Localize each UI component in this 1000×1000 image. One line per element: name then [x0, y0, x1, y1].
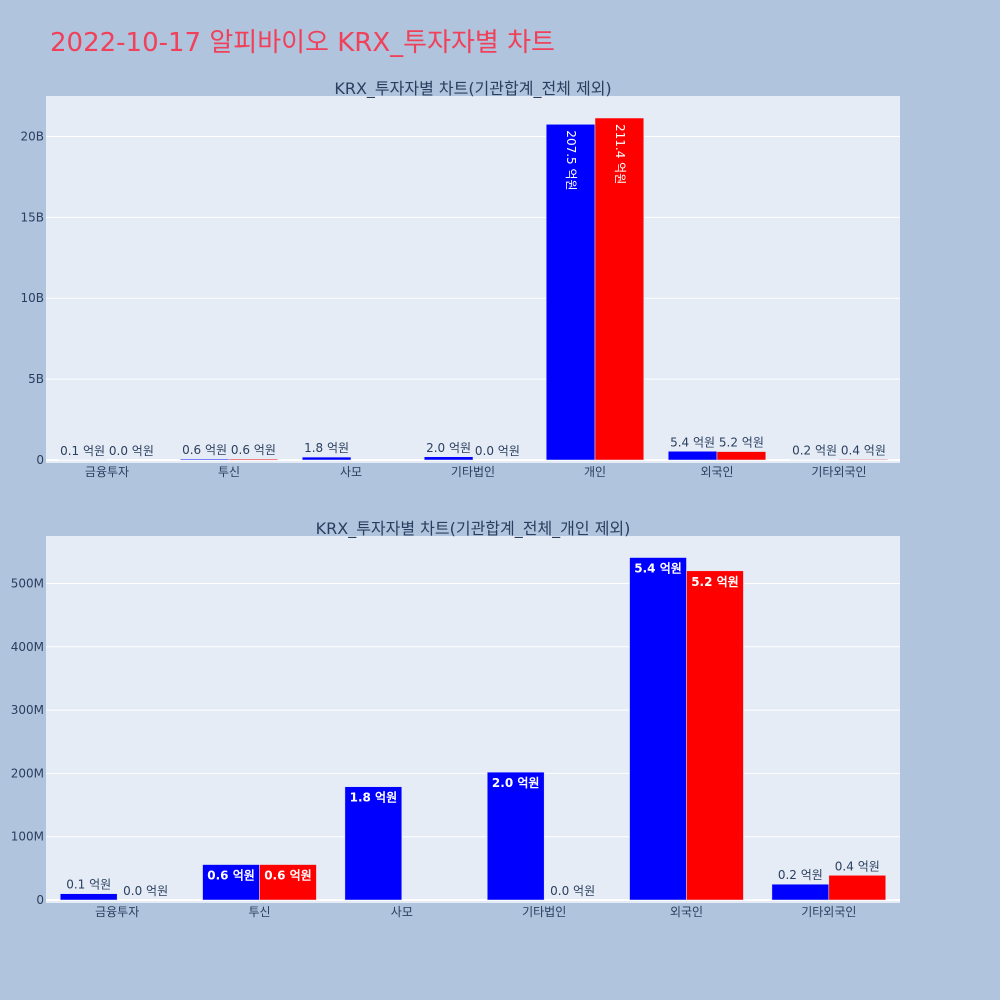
y-tick-label: 5B	[28, 372, 44, 386]
x-tick-label: 투신	[218, 465, 240, 479]
bar	[301, 456, 352, 461]
bar-label: 0.4 억원	[835, 859, 880, 873]
bar	[545, 124, 596, 461]
x-tick-label: 금융투자	[85, 465, 129, 479]
bar-label: 5.4 억원	[634, 562, 682, 576]
bar-label: 0.0 억원	[123, 884, 168, 898]
y-tick-label: 15B	[20, 210, 44, 224]
bar	[423, 456, 474, 461]
chart-bottom: 0 100M 200M 300M 400M 500M KRX_투자자별 차트(기관합계_전체…	[11, 519, 900, 919]
bar	[228, 458, 279, 461]
bar	[486, 771, 545, 901]
x-tick-label: 개인	[584, 465, 606, 479]
y-tick-label: 500M	[11, 576, 44, 590]
bar-label: 5.4 억원	[670, 435, 715, 449]
y-tick-label: 0	[36, 893, 44, 907]
bar-label: 0.6 억원	[264, 869, 312, 883]
y-tick-label: 200M	[11, 766, 44, 780]
y-tick-label: 0	[36, 453, 44, 467]
bar-label: 0.4 억원	[841, 443, 886, 457]
y-tick-label: 400M	[11, 640, 44, 654]
bar-label: 211.4 억원	[613, 124, 627, 184]
bar-label: 0.0 억원	[475, 444, 520, 458]
x-tick-label: 외국인	[670, 905, 703, 919]
y-tick-label: 100M	[11, 830, 44, 844]
page-title: 2022-10-17 알피바이오 KRX_투자자별 차트	[50, 28, 555, 58]
bar	[686, 570, 744, 901]
bar-label: 0.1 억원	[60, 444, 105, 458]
bar	[629, 557, 687, 901]
bar-label: 0.1 억원	[66, 878, 111, 892]
bar	[828, 875, 887, 901]
x-tick-label: 금융투자	[95, 905, 139, 919]
chart-title: KRX_투자자별 차트(기관합계_전체_개인 제외)	[316, 519, 631, 539]
chart-top: 0 5B 10B 15B 20B KRX_투자자별 차트(기관합계_전체 제외) 금융투자 0…	[20, 79, 900, 479]
plot-area	[46, 536, 900, 903]
x-tick-label: 투신	[248, 905, 270, 919]
bar	[667, 451, 718, 461]
bar	[202, 864, 260, 901]
y-tick-label: 300M	[11, 703, 44, 717]
bar-label: 0.2 억원	[778, 868, 823, 882]
bar-label: 0.2 억원	[792, 444, 837, 458]
bar	[179, 458, 230, 461]
y-tick-label: 10B	[20, 291, 44, 305]
bar-label: 2.0 억원	[492, 776, 540, 790]
plot-area	[46, 96, 900, 463]
chart-title: KRX_투자자별 차트(기관합계_전체 제외)	[334, 79, 611, 99]
bar	[594, 117, 645, 461]
bar-label: 0.6 억원	[231, 443, 276, 457]
x-tick-label: 사모	[391, 905, 413, 919]
bar	[344, 786, 403, 901]
bar-label: 5.2 억원	[719, 436, 764, 450]
bar-label: 1.8 억원	[304, 441, 349, 455]
x-tick-label: 기타외국인	[811, 465, 866, 479]
x-tick-label: 기타법인	[522, 905, 566, 919]
bar-label: 1.8 억원	[350, 791, 398, 805]
bar	[716, 451, 767, 461]
x-tick-label: 기타법인	[451, 465, 495, 479]
bar-label: 5.2 억원	[691, 575, 739, 589]
bar	[259, 864, 317, 901]
bar-label: 0.0 억원	[109, 444, 154, 458]
bar	[59, 893, 118, 901]
bar-label: 2.0 억원	[426, 441, 471, 455]
bar-label: 0.6 억원	[182, 443, 227, 457]
x-tick-label: 기타외국인	[801, 905, 856, 919]
bar	[838, 459, 889, 461]
bar-label: 0.0 억원	[550, 884, 595, 898]
bar-label: 0.6 억원	[207, 869, 255, 883]
bar-label: 207.5 억원	[564, 130, 578, 190]
bar	[771, 883, 830, 901]
x-tick-label: 사모	[340, 465, 362, 479]
x-tick-label: 외국인	[700, 465, 733, 479]
y-tick-label: 20B	[20, 129, 44, 143]
